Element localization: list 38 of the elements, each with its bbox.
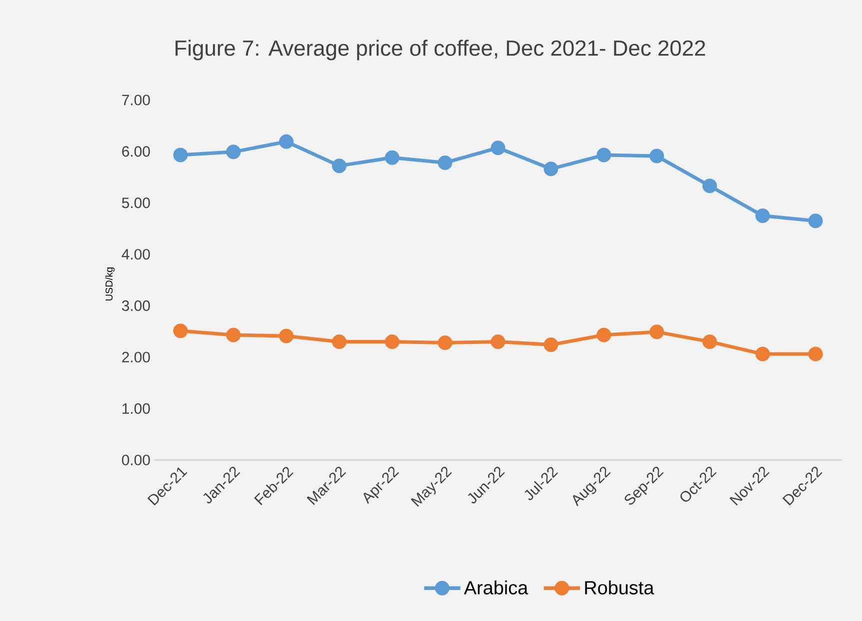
point bbox=[438, 335, 452, 350]
point bbox=[702, 334, 717, 349]
y-tick-label: 6.00 bbox=[122, 146, 150, 157]
point bbox=[702, 178, 717, 194]
y-tick-label: 5.00 bbox=[122, 198, 150, 208]
point bbox=[384, 334, 400, 349]
point bbox=[755, 346, 770, 362]
point bbox=[332, 158, 346, 174]
point bbox=[490, 140, 506, 156]
point bbox=[226, 144, 241, 160]
point bbox=[279, 134, 294, 149]
y-axis-title: USD/kg bbox=[105, 267, 115, 300]
point bbox=[332, 334, 346, 349]
point bbox=[596, 328, 612, 342]
point bbox=[650, 148, 664, 164]
point bbox=[808, 214, 823, 228]
point bbox=[650, 324, 664, 340]
legend-label: Arabica bbox=[464, 580, 528, 594]
point bbox=[279, 328, 294, 344]
point bbox=[384, 150, 400, 165]
point bbox=[596, 148, 612, 162]
y-tick-label: 7.00 bbox=[122, 94, 150, 106]
point bbox=[544, 338, 558, 352]
legend-label: Robusta bbox=[585, 580, 654, 594]
point bbox=[173, 148, 188, 162]
point bbox=[226, 328, 241, 342]
y-tick-label: 3.00 bbox=[122, 300, 150, 311]
point bbox=[808, 346, 823, 362]
y-tick-label: 2.00 bbox=[122, 352, 150, 362]
y-tick-label: 1.00 bbox=[122, 403, 150, 414]
y-tick-label: 4.00 bbox=[122, 248, 150, 260]
chart-title: Figure 7: Average price of coffee, Dec 2021- Dec 2022 bbox=[176, 40, 706, 60]
point bbox=[544, 162, 558, 176]
point bbox=[755, 208, 770, 223]
y-tick-label: 0.00 bbox=[122, 454, 150, 466]
point bbox=[173, 324, 188, 338]
point bbox=[490, 334, 506, 349]
point bbox=[438, 155, 452, 170]
